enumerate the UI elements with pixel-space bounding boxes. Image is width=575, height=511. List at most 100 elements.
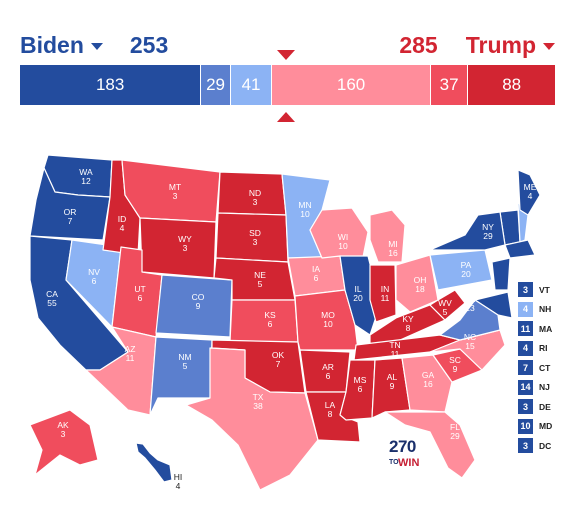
state-in[interactable] <box>369 264 397 323</box>
state-label: PA <box>461 260 472 270</box>
state-label: AR <box>322 362 334 372</box>
state-ev-label: 15 <box>465 341 475 351</box>
state-ev-label: 6 <box>92 276 97 286</box>
small-state-row[interactable]: 14 NJ <box>518 378 552 398</box>
small-state-ev: 4 <box>518 301 533 317</box>
state-ev-label: 6 <box>314 273 319 283</box>
small-state-ev: 14 <box>518 379 533 395</box>
state-label: FL <box>450 422 460 432</box>
small-state-row[interactable]: 4 RI <box>518 339 552 359</box>
state-ev-label: 6 <box>326 371 331 381</box>
bar-value: 88 <box>502 75 522 94</box>
dem-header: Biden 253 <box>20 30 168 60</box>
state-wy[interactable] <box>139 217 217 279</box>
bar-segment-lean-dem[interactable]: 41 <box>230 65 273 105</box>
state-ev-label: 4 <box>528 191 533 201</box>
dem-candidate-select[interactable]: Biden <box>20 32 103 59</box>
state-ev-label: 11 <box>381 293 390 303</box>
state-label: KS <box>264 310 276 320</box>
state-label: NE <box>254 270 266 280</box>
state-label: IA <box>312 264 320 274</box>
state-ev-label: 3 <box>253 197 258 207</box>
state-label: HI <box>174 472 183 482</box>
state-shape-northeast[interactable] <box>491 257 511 291</box>
bar-value: 37 <box>439 75 459 94</box>
state-ev-label: 3 <box>183 243 188 253</box>
small-state-ev: 11 <box>518 321 533 337</box>
state-co[interactable] <box>155 274 233 338</box>
state-ev-label: 5 <box>258 279 263 289</box>
state-ev-label: 5 <box>443 307 448 317</box>
state-shape-northeast[interactable] <box>504 239 536 259</box>
state-or[interactable] <box>29 167 111 241</box>
small-state-row[interactable]: 3 VT <box>518 280 552 300</box>
state-al[interactable] <box>371 357 411 419</box>
state-label: UT <box>134 284 145 294</box>
rep-candidate-select[interactable]: Trump <box>466 32 555 59</box>
state-label: AK <box>57 420 69 430</box>
small-state-abbr: NJ <box>539 382 550 393</box>
bar-segment-likely-rep[interactable]: 37 <box>430 65 469 105</box>
state-hi[interactable] <box>135 442 173 483</box>
state-ak[interactable] <box>29 409 99 476</box>
state-label: SD <box>249 228 261 238</box>
state-nm[interactable] <box>149 336 213 416</box>
small-state-row[interactable]: 11 MA <box>518 319 552 339</box>
bar-segment-safe-rep[interactable]: 88 <box>468 65 555 105</box>
small-state-row[interactable]: 7 CT <box>518 358 552 378</box>
small-states-list: 3 VT 4 NH 11 MA 4 RI 7 CT 14 NJ 3 DE 10 MD 3 DC <box>518 280 552 456</box>
state-wv[interactable] <box>429 289 466 321</box>
state-me[interactable] <box>517 169 541 216</box>
state-label: NV <box>88 267 100 277</box>
state-label: IL <box>354 284 361 294</box>
dem-candidate-name: Biden <box>20 31 84 58</box>
state-va[interactable] <box>439 299 501 341</box>
bar-segment-safe-dem[interactable]: 183 <box>20 65 202 105</box>
small-state-abbr: MD <box>539 421 553 432</box>
small-state-row[interactable]: 3 DC <box>518 436 552 456</box>
electoral-vote-bar: 183 29 41 160 37 88 <box>20 65 555 105</box>
small-state-ev: 4 <box>518 340 533 356</box>
state-ev-label: 3 <box>61 429 66 439</box>
state-ev-label: 11 <box>126 353 135 363</box>
state-ga[interactable] <box>401 354 453 413</box>
state-label: WV <box>438 298 452 308</box>
small-state-abbr: RI <box>539 343 548 354</box>
state-label: IN <box>381 284 390 294</box>
chevron-down-icon <box>90 42 103 50</box>
state-label: TN <box>389 340 400 350</box>
state-ev-label: 29 <box>450 431 460 441</box>
logo-number: 270 <box>389 437 416 456</box>
small-state-row[interactable]: 4 NH <box>518 300 552 320</box>
midpoint-marker-bottom-icon <box>277 112 295 122</box>
state-pa[interactable] <box>429 249 493 291</box>
bar-segment-lean-rep[interactable]: 160 <box>272 65 431 105</box>
state-ev-label: 7 <box>276 359 281 369</box>
rep-total: 285 <box>399 31 438 58</box>
small-state-row[interactable]: 3 DE <box>518 397 552 417</box>
small-state-row[interactable]: 10 MD <box>518 417 552 437</box>
state-ev-label: 10 <box>338 241 348 251</box>
state-mi[interactable] <box>369 209 406 263</box>
state-ks[interactable] <box>229 299 299 343</box>
state-ev-label: 6 <box>358 384 363 394</box>
us-electoral-map: WA12OR7CA55NV6ID4MT3WY3UT6AZ11CO9NM5ND3S… <box>29 154 541 491</box>
270towin-logo[interactable]: 270 TO WIN <box>389 438 425 482</box>
state-ev-label: 10 <box>323 319 333 329</box>
state-ev-label: 11 <box>391 349 400 359</box>
rep-candidate-name: Trump <box>465 31 536 58</box>
state-label: ID <box>118 214 127 224</box>
bar-value: 29 <box>206 75 226 94</box>
state-label: VA <box>465 294 476 304</box>
state-ev-label: 55 <box>47 298 57 308</box>
small-state-ev: 10 <box>518 418 533 434</box>
state-ny[interactable] <box>429 211 506 251</box>
state-label: GA <box>422 370 435 380</box>
small-state-abbr: CT <box>539 362 551 373</box>
bar-segment-likely-dem[interactable]: 29 <box>201 65 231 105</box>
state-ev-label: 5 <box>183 361 188 371</box>
state-ev-label: 6 <box>138 293 143 303</box>
state-fl[interactable] <box>384 411 476 479</box>
logo-win: WIN <box>398 457 420 469</box>
state-oh[interactable] <box>395 254 439 313</box>
